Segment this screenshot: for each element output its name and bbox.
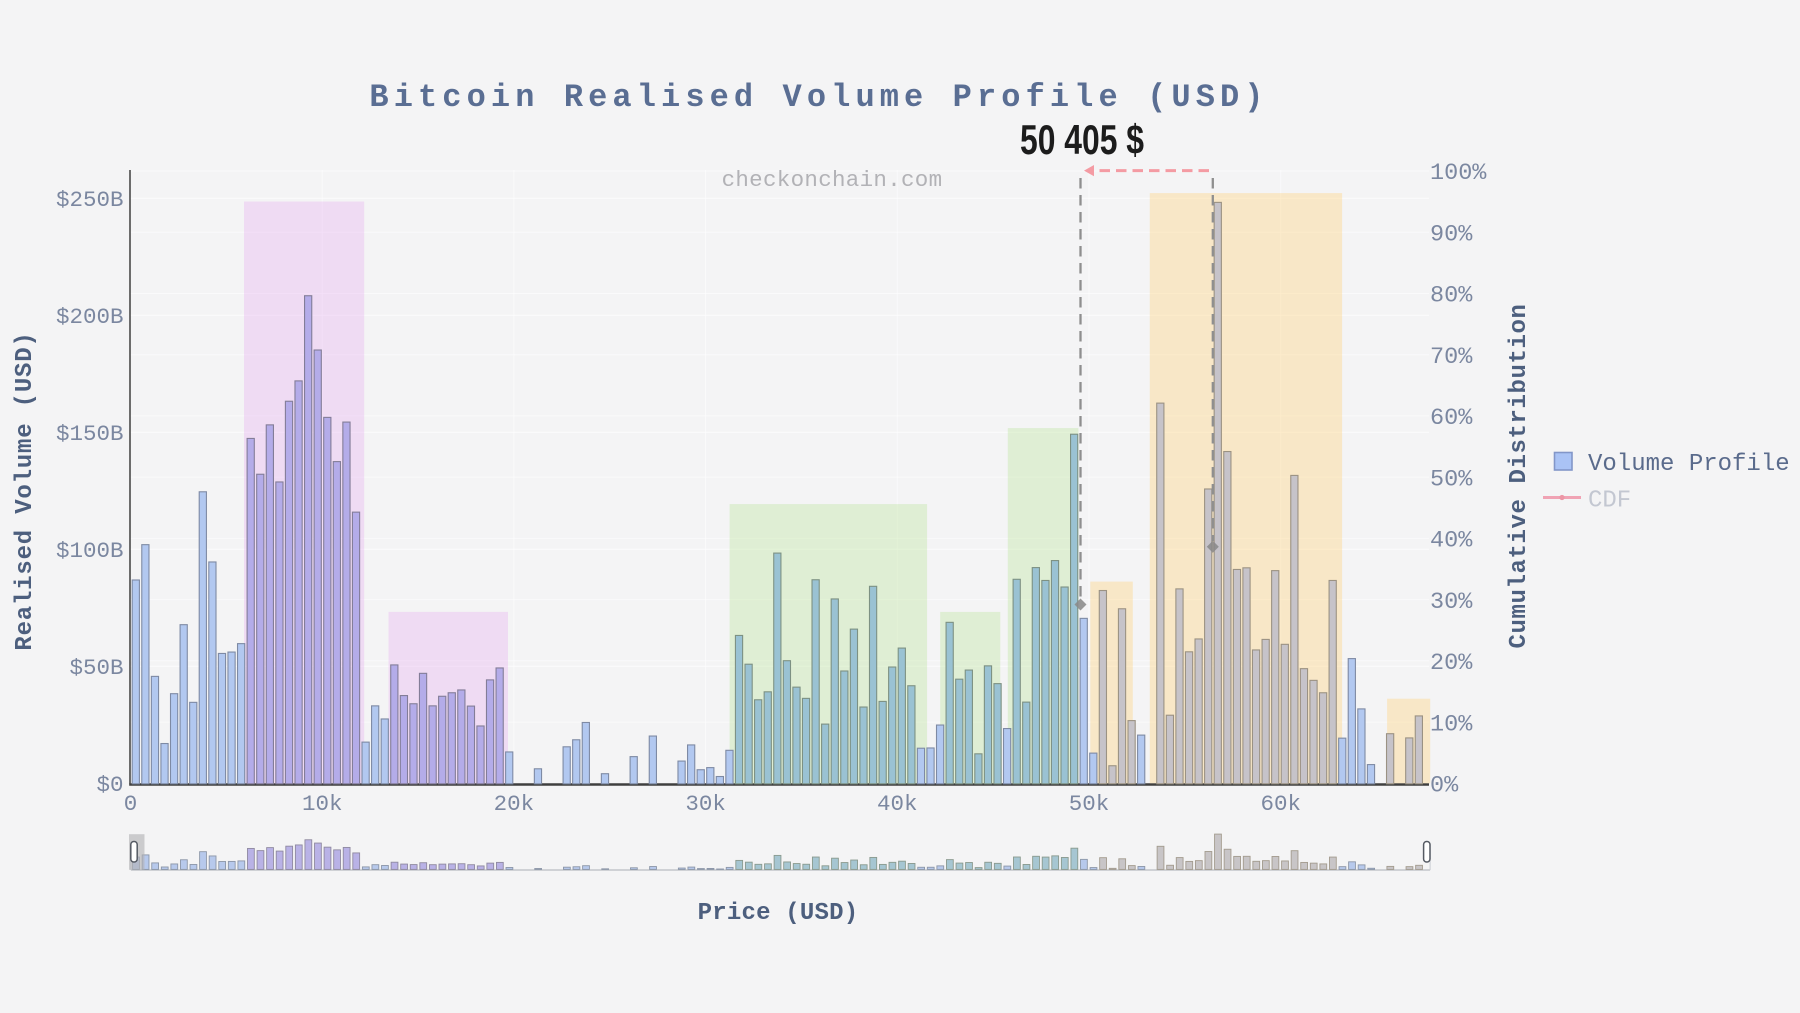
svg-text:40k: 40k (877, 791, 918, 817)
svg-text:60%: 60% (1430, 405, 1473, 432)
svg-text:$100B: $100B (56, 538, 124, 564)
svg-text:50k: 50k (1069, 791, 1110, 817)
svg-text:50%: 50% (1430, 466, 1473, 493)
svg-text:60k: 60k (1260, 791, 1301, 817)
svg-text:$0: $0 (96, 772, 123, 798)
svg-text:30%: 30% (1430, 589, 1473, 616)
svg-text:$200B: $200B (56, 304, 124, 330)
svg-text:$150B: $150B (56, 421, 124, 447)
svg-text:0: 0 (124, 791, 138, 817)
svg-text:100%: 100% (1430, 160, 1487, 187)
svg-text:Cumulative Distribution: Cumulative Distribution (1506, 303, 1533, 648)
svg-text:90%: 90% (1430, 221, 1473, 248)
svg-text:checkonchain.com: checkonchain.com (722, 167, 943, 193)
svg-text:Price (USD): Price (USD) (698, 900, 859, 927)
svg-text:$250B: $250B (56, 187, 124, 213)
svg-text:10%: 10% (1430, 711, 1473, 738)
svg-text:Volume Profile: Volume Profile (1588, 451, 1790, 478)
svg-text:80%: 80% (1430, 283, 1473, 310)
svg-text:50 405 $: 50 405 $ (1020, 116, 1144, 163)
svg-text:70%: 70% (1430, 344, 1473, 371)
svg-text:20k: 20k (494, 791, 535, 817)
svg-text:10k: 10k (302, 791, 343, 817)
svg-text:20%: 20% (1430, 650, 1473, 677)
svg-text:$50B: $50B (69, 655, 123, 681)
svg-text:0%: 0% (1430, 773, 1459, 800)
svg-text:CDF: CDF (1588, 488, 1631, 515)
svg-text:Realised Volume (USD): Realised Volume (USD) (12, 331, 39, 650)
svg-text:Bitcoin Realised Volume Profil: Bitcoin Realised Volume Profile (USD) (369, 79, 1268, 116)
svg-text:40%: 40% (1430, 528, 1473, 555)
svg-text:30k: 30k (685, 791, 726, 817)
